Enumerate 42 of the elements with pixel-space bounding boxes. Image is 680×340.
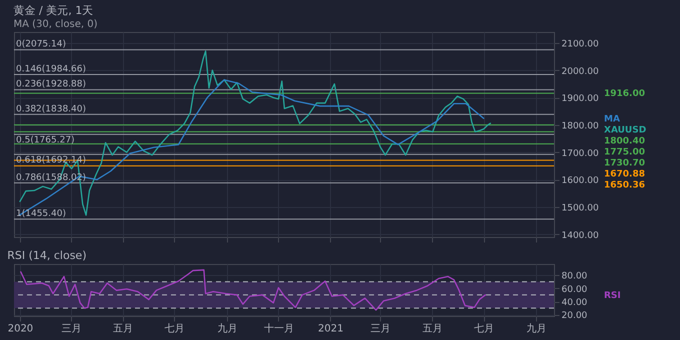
y-tick-label: 80.00 — [562, 272, 588, 282]
ref-line-label: 1775.00 — [604, 147, 645, 158]
x-tick-label: 2020 — [8, 324, 34, 334]
y-tick-label: 1700.00 — [562, 148, 599, 159]
line-series — [20, 269, 486, 311]
y-tick-label: 1400.00 — [562, 230, 599, 241]
y-tick-label: 60.00 — [562, 284, 588, 295]
ref-line-label: 0.382(1838.40) — [16, 104, 86, 114]
text: RSI — [604, 290, 621, 301]
x-tick-label: 九月 — [217, 322, 238, 334]
text: MA — [604, 114, 620, 124]
ref-line-label: 1(1455.40) — [16, 209, 66, 220]
chart-subtitle: MA (30, close, 0) — [14, 19, 98, 30]
ref-line-label: 0(2075.14) — [16, 40, 66, 50]
x-tick-label: 五月 — [113, 324, 134, 334]
ref-line-label: 0.146(1984.66) — [16, 64, 86, 74]
x-tick-label: 七月 — [164, 322, 185, 334]
x-tick-label: 十一月 — [264, 322, 294, 334]
x-tick-label: 2021 — [318, 324, 344, 334]
x-tick-label: 五月 — [422, 324, 442, 334]
y-tick-label: 40.00 — [562, 298, 588, 308]
chart-title: 黄金 / 美元, 1天 — [14, 4, 94, 17]
x-tick-label: 三月 — [61, 324, 82, 334]
x-tick-label: 九月 — [526, 322, 547, 334]
x-tick-label: 三月 — [370, 324, 391, 334]
y-tick-label: 2000.00 — [562, 66, 599, 77]
y-tick-label: 2100.00 — [562, 39, 599, 50]
chart-title: RSI (14, close) — [7, 249, 86, 262]
x-tick-label: 七月 — [474, 322, 494, 334]
ref-line-label: 1916.00 — [604, 89, 645, 100]
ref-line-label: 1650.36 — [604, 180, 645, 190]
ref-line-label: 0.236(1928.88) — [16, 80, 86, 90]
ref-line-label: 0.5(1765.27) — [16, 135, 75, 146]
text: XAUUSD — [604, 125, 646, 136]
y-tick-label: 1800.00 — [562, 121, 599, 132]
y-tick-label: 1500.00 — [562, 203, 599, 214]
y-tick-label: 1600.00 — [562, 176, 599, 186]
ref-line-label: 1730.70 — [604, 158, 645, 168]
y-tick-label: 1900.00 — [562, 94, 599, 104]
ref-line-label: 1670.88 — [604, 169, 645, 180]
y-tick-label: 20.00 — [562, 311, 588, 322]
ref-line-label: 1800.40 — [604, 136, 645, 146]
